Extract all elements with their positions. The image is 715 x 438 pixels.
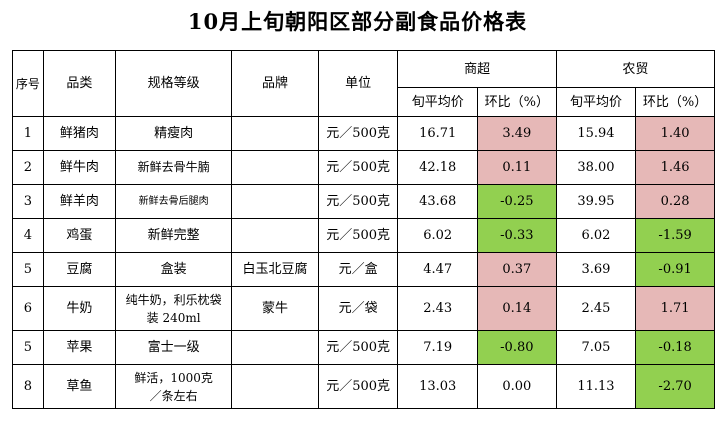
price-table: 序号 品类 规格等级 品牌 单位 商超 农贸 旬平均价 环比（%） 旬平均价 环… [12, 50, 715, 409]
cell-sup-mom: -0.80 [476, 330, 557, 365]
cell-mkt-avg: 15.94 [555, 116, 637, 151]
cell-index: 4 [12, 218, 44, 253]
cell-category: 牛奶 [42, 286, 117, 331]
table-row: 4 鸡蛋 新鲜完整 元／500克 6.02 -0.33 6.02 -1.59 [12, 218, 715, 253]
cell-brand [231, 364, 319, 409]
cell-category: 鲜猪肉 [42, 116, 117, 151]
cell-mkt-avg: 38.00 [555, 150, 637, 185]
cell-brand [231, 184, 319, 219]
table-row: 1 鲜猪肉 精瘦肉 元／500克 16.71 3.49 15.94 1.40 [12, 116, 715, 151]
cell-mkt-avg: 6.02 [555, 218, 637, 253]
cell-index: 6 [12, 286, 44, 331]
table-row: 8 草鱼 鲜活，1000克／条左右 元／500克 13.03 0.00 11.1… [12, 364, 715, 409]
header-mkt-avg: 旬平均价 [555, 87, 637, 117]
cell-sup-mom: 0.00 [476, 364, 557, 409]
cell-category: 鲜羊肉 [42, 184, 117, 219]
cell-mkt-mom: -0.18 [635, 330, 715, 365]
cell-category: 鲜牛肉 [42, 150, 117, 185]
cell-sup-mom: -0.25 [476, 184, 557, 219]
cell-unit: 元／袋 [317, 286, 399, 331]
cell-mkt-avg: 11.13 [555, 364, 637, 409]
cell-unit: 元／500克 [317, 218, 399, 253]
cell-sup-avg: 42.18 [397, 150, 478, 185]
cell-sup-avg: 7.19 [397, 330, 478, 365]
cell-brand [231, 150, 319, 185]
cell-sup-mom: 0.14 [476, 286, 557, 331]
header-mkt-mom: 环比（%） [635, 87, 715, 117]
cell-mkt-mom: 1.71 [635, 286, 715, 331]
header-spec: 规格等级 [115, 50, 233, 117]
table-row: 2 鲜牛肉 新鲜去骨牛腩 元／500克 42.18 0.11 38.00 1.4… [12, 150, 715, 185]
cell-unit: 元／500克 [317, 150, 399, 185]
cell-category: 草鱼 [42, 364, 117, 409]
cell-category: 苹果 [42, 330, 117, 365]
cell-spec: 盒装 [115, 252, 233, 287]
cell-sup-avg: 13.03 [397, 364, 478, 409]
cell-mkt-mom: -0.91 [635, 252, 715, 287]
cell-sup-mom: 3.49 [476, 116, 557, 151]
cell-index: 8 [12, 364, 44, 409]
cell-sup-avg: 2.43 [397, 286, 478, 331]
cell-spec: 新鲜去骨牛腩 [115, 150, 233, 185]
cell-brand [231, 330, 319, 365]
cell-index: 2 [12, 150, 44, 185]
cell-mkt-avg: 3.69 [555, 252, 637, 287]
cell-spec: 富士一级 [115, 330, 233, 365]
cell-unit: 元／500克 [317, 364, 399, 409]
cell-mkt-avg: 7.05 [555, 330, 637, 365]
cell-brand [231, 218, 319, 253]
cell-spec: 鲜活，1000克／条左右 [115, 364, 233, 409]
cell-category: 豆腐 [42, 252, 117, 287]
cell-sup-mom: 0.37 [476, 252, 557, 287]
cell-index: 1 [12, 116, 44, 151]
cell-mkt-mom: -2.70 [635, 364, 715, 409]
cell-category: 鸡蛋 [42, 218, 117, 253]
header-market: 农贸 [555, 50, 715, 88]
cell-sup-avg: 43.68 [397, 184, 478, 219]
cell-index: 5 [12, 330, 44, 365]
header-sup-avg: 旬平均价 [397, 87, 478, 117]
table-row: 3 鲜羊肉 新鲜去骨后腿肉 元／500克 43.68 -0.25 39.95 0… [12, 184, 715, 219]
table-row: 5 豆腐 盒装 白玉北豆腐 元／盒 4.47 0.37 3.69 -0.91 [12, 252, 715, 287]
cell-mkt-mom: 1.40 [635, 116, 715, 151]
cell-unit: 元／盒 [317, 252, 399, 287]
header-sup-mom: 环比（%） [476, 87, 557, 117]
header-index: 序号 [12, 50, 44, 117]
cell-spec: 新鲜完整 [115, 218, 233, 253]
header-brand: 品牌 [231, 50, 319, 117]
cell-mkt-mom: -1.59 [635, 218, 715, 253]
cell-brand [231, 116, 319, 151]
cell-spec: 新鲜去骨后腿肉 [115, 184, 233, 219]
cell-unit: 元／500克 [317, 116, 399, 151]
cell-sup-avg: 16.71 [397, 116, 478, 151]
cell-index: 5 [12, 252, 44, 287]
cell-unit: 元／500克 [317, 330, 399, 365]
cell-sup-avg: 4.47 [397, 252, 478, 287]
table-row: 5 苹果 富士一级 元／500克 7.19 -0.80 7.05 -0.18 [12, 330, 715, 365]
header-supermarket: 商超 [397, 50, 557, 88]
cell-spec: 精瘦肉 [115, 116, 233, 151]
cell-sup-mom: 0.11 [476, 150, 557, 185]
cell-mkt-avg: 2.45 [555, 286, 637, 331]
cell-spec: 纯牛奶，利乐枕袋装 240ml [115, 286, 233, 331]
cell-mkt-mom: 0.28 [635, 184, 715, 219]
cell-index: 3 [12, 184, 44, 219]
cell-brand: 蒙牛 [231, 286, 319, 331]
cell-brand: 白玉北豆腐 [231, 252, 319, 287]
header-category: 品类 [42, 50, 117, 117]
cell-sup-avg: 6.02 [397, 218, 478, 253]
cell-mkt-mom: 1.46 [635, 150, 715, 185]
header-unit: 单位 [317, 50, 399, 117]
cell-mkt-avg: 39.95 [555, 184, 637, 219]
cell-unit: 元／500克 [317, 184, 399, 219]
table-row: 6 牛奶 纯牛奶，利乐枕袋装 240ml 蒙牛 元／袋 2.43 0.14 2.… [12, 286, 715, 331]
cell-sup-mom: -0.33 [476, 218, 557, 253]
page-title: 10月上旬朝阳区部分副食品价格表 [187, 9, 528, 34]
